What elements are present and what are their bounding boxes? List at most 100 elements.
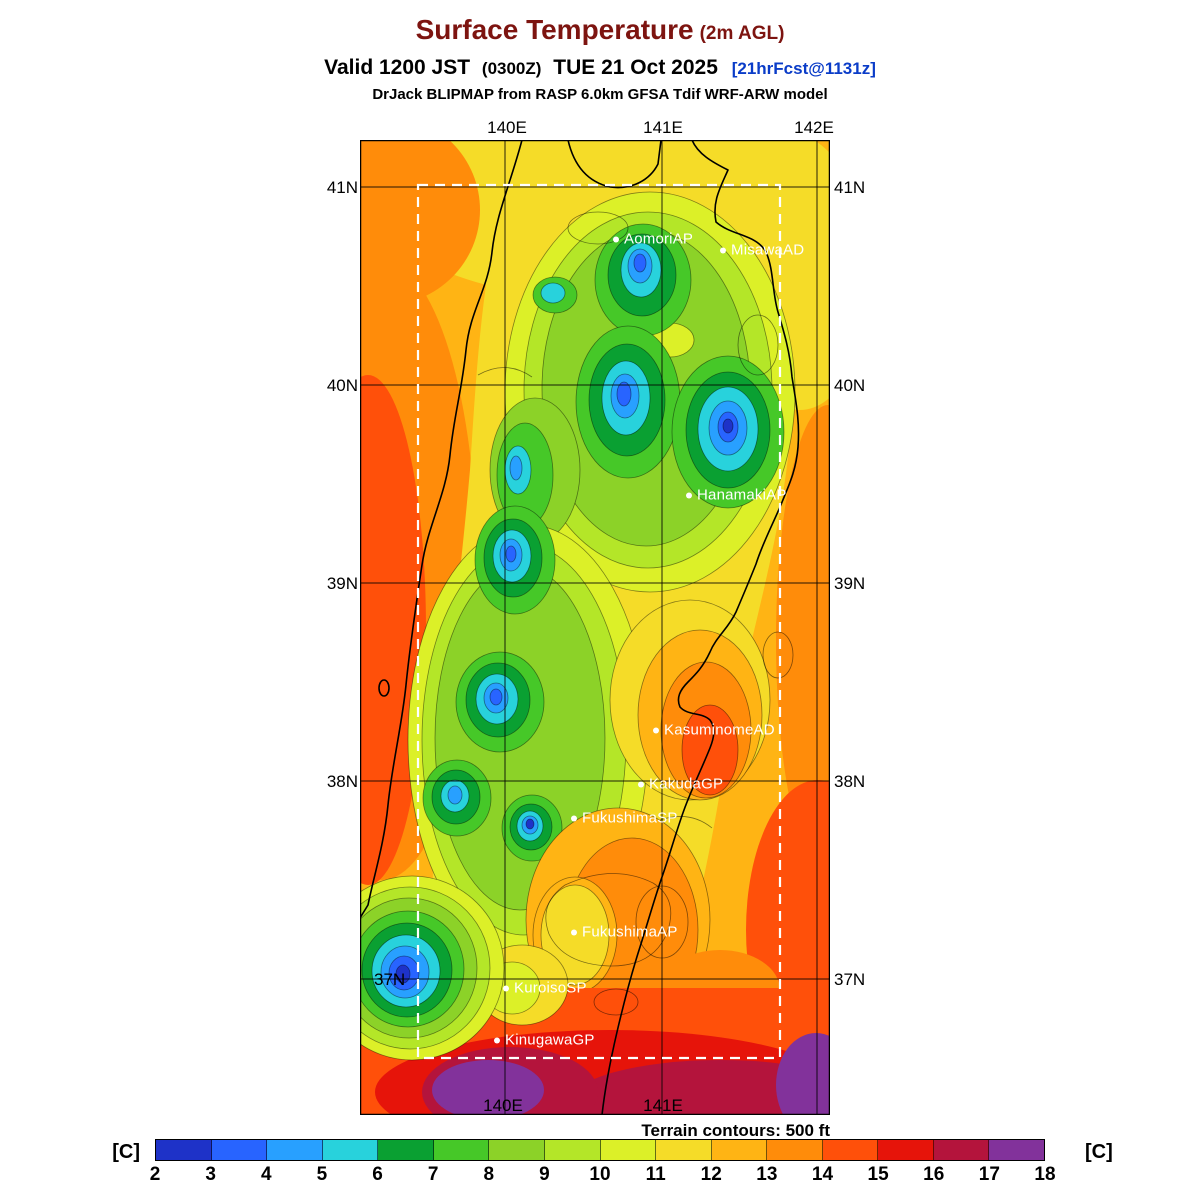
colorbar-segment [767,1140,823,1160]
station-label: HanamakiAP [697,486,787,504]
lat-label-right-37N: 37N [834,970,866,989]
colorbar-tick-label: 2 [149,1164,161,1185]
colorbar-tick-label: 12 [700,1164,722,1185]
colorbar-tick-label: 16 [923,1164,945,1185]
station-dot [720,247,726,253]
lat-label-right-39N: 39N [834,574,866,593]
station-label: MisawaAD [731,241,805,259]
colorbar-tick-label: 9 [539,1164,550,1185]
model-line: DrJack BLIPMAP from RASP 6.0km GFSA Tdif… [372,86,828,103]
map-overlay: AomoriAP MisawaAD HanamakiAP KasuminomeAD Ka… [360,140,830,1115]
station-dot [686,492,692,498]
lat-label-right-38N: 38N [834,772,866,791]
colorbar-unit-left: [C] [112,1141,140,1163]
station-marker-FukushimaAP: FukushimaAP [571,923,678,941]
colorbar-tick-label: 14 [811,1164,834,1185]
colorbar-segment [878,1140,934,1160]
colorbar-tick-label: 11 [645,1164,666,1185]
temperature-field-map [360,140,830,1115]
colorbar-tick-label: 8 [483,1164,495,1185]
map-frame [360,140,830,1115]
station-dot [613,236,619,242]
station-label: AomoriAP [624,230,694,248]
colorbar-segment [211,1140,268,1160]
valid-prefix: Valid 1200 JST [324,56,471,79]
title-text: Surface Temperature [415,14,694,45]
lat-label-left-38N: 38N [326,772,358,791]
forecast-tag: [21hrFcst@1131z] [731,59,876,78]
lon-label-bottom-140E: 140E [483,1096,523,1115]
colorbar-tick-label: 4 [260,1164,272,1185]
lon-label-top-141E: 141E [643,118,683,137]
valid-line: Valid 1200 JST (0300Z) TUE 21 Oct 2025 [… [0,56,1200,80]
colorbar-tick-label: 10 [589,1164,611,1185]
colorbar-segment [156,1140,212,1160]
latlon-grid [360,140,830,1115]
station-dot [503,985,509,991]
lat-label-right-40N: 40N [834,376,866,395]
lat-label-right-41N: 41N [834,178,866,197]
station-label: KakudaGP [649,775,724,793]
colorbar-segment [489,1140,545,1160]
station-dot [571,929,577,935]
colorbar-tick-label: 13 [756,1164,778,1185]
station-marker-HanamakiAP: HanamakiAP [686,486,787,504]
lat-label-left-40N: 40N [326,376,358,395]
terrain-contour-lines [477,211,794,1016]
station-label: FukushimaAP [582,923,678,941]
station-dot [494,1037,500,1043]
station-dot [571,815,577,821]
colorbar-tick-label: 5 [316,1164,328,1185]
station-marker-MisawaAD: MisawaAD [720,241,805,259]
colorbar-segment [989,1140,1044,1160]
station-marker-KuroisoSP: KuroisoSP [503,979,587,997]
lat-label-left-41N: 41N [326,178,358,197]
colorbar-tick-label: 7 [427,1164,439,1185]
colorbar-segment [656,1140,712,1160]
colorbar-segment [600,1140,657,1160]
colorbar-tick-label: 17 [978,1164,1000,1185]
colorbar-ticks: 2 3 4 5 6 7 8 9 10 11 12 13 14 15 16 17 18 [150,1164,1056,1188]
colorbar-segment [711,1140,768,1160]
colorbar-segment [267,1140,323,1160]
station-dot [638,781,644,787]
station-marker-KinugawaGP: KinugawaGP [494,1031,595,1049]
terrain-note: Terrain contours: 500 ft [641,1121,830,1140]
station-marker-FukushimaSP: FukushimaSP [571,809,678,827]
title-suffix: (2m AGL) [699,23,785,44]
cold-bullseye [360,875,505,1061]
model-domain-box [416,183,782,1060]
map: AomoriAP MisawaAD HanamakiAP KasuminomeAD Ka… [360,140,830,1115]
colorbar-tick-label: 15 [867,1164,889,1185]
lon-label-bottom-141E: 141E [643,1096,683,1115]
station-marker-KakudaGP: KakudaGP [638,775,724,793]
station-label: KuroisoSP [514,979,587,997]
station-label: FukushimaSP [582,809,678,827]
colorbar-segments [155,1139,1045,1161]
colorbar-segment [544,1140,601,1160]
station-label: KasuminomeAD [664,721,775,739]
station-marker-AomoriAP: AomoriAP [613,230,694,248]
colorbar-segment [378,1140,434,1160]
colorbar-unit-right: [C] [1085,1141,1113,1163]
lat-label-left-39N: 39N [326,574,358,593]
chart-title: Surface Temperature (2m AGL) [0,14,1200,46]
station-marker-KasuminomeAD: KasuminomeAD [653,721,775,739]
valid-date: TUE 21 Oct 2025 [553,56,718,79]
colorbar-tick-label: 6 [372,1164,383,1185]
station-label: KinugawaGP [505,1031,595,1049]
colorbar-segment [822,1140,879,1160]
colorbar-tick-label: 3 [205,1164,216,1185]
lon-label-top-140E: 140E [487,118,527,137]
station-dot [653,727,659,733]
colorbar-tick-label: 18 [1034,1164,1056,1185]
lat-label-left-37N: 37N [374,970,406,989]
colorbar-segment [433,1140,490,1160]
valid-zulu: (0300Z) [481,59,542,78]
colorbar-segment [933,1140,990,1160]
lon-label-top-142E: 142E [794,118,834,137]
colorbar-segment [322,1140,379,1160]
north-cold-mass [489,191,796,593]
